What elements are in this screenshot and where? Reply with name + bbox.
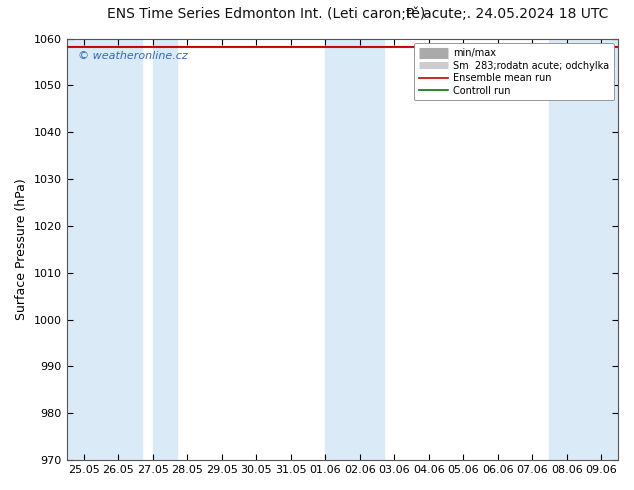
Bar <box>550 39 619 460</box>
Bar <box>153 39 177 460</box>
Bar <box>67 39 143 460</box>
Text: © weatheronline.cz: © weatheronline.cz <box>77 51 187 61</box>
Legend: min/max, Sm  283;rodatn acute; odchylka, Ensemble mean run, Controll run: min/max, Sm 283;rodatn acute; odchylka, … <box>414 44 614 100</box>
Text: P  acute;. 24.05.2024 18 UTC: P acute;. 24.05.2024 18 UTC <box>406 7 609 22</box>
Y-axis label: Surface Pressure (hPa): Surface Pressure (hPa) <box>15 178 28 320</box>
Bar <box>325 39 384 460</box>
Text: ENS Time Series Edmonton Int. (Leti caron;tě): ENS Time Series Edmonton Int. (Leti caro… <box>107 7 425 22</box>
